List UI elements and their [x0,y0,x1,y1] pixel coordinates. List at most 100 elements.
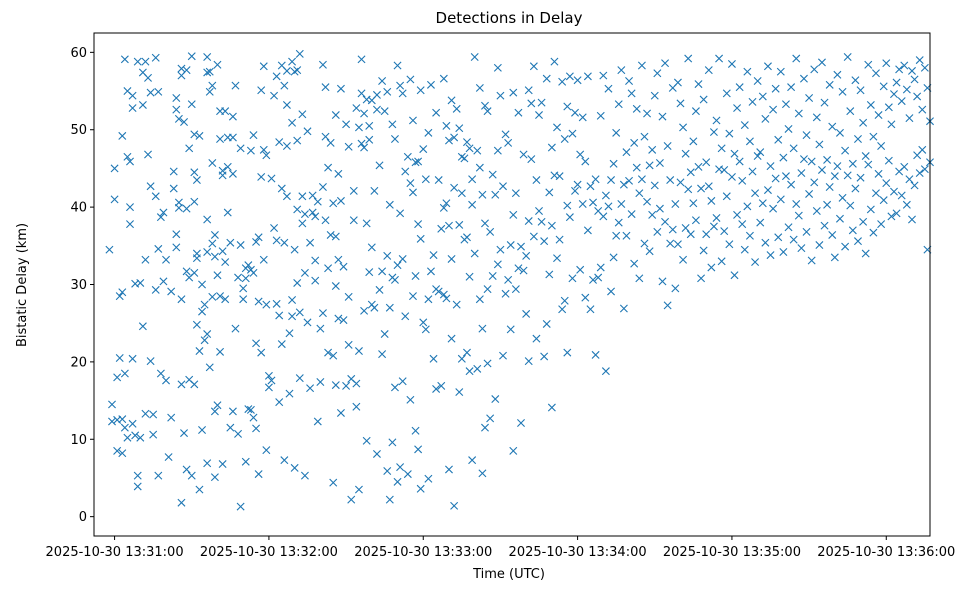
data-point [228,169,237,178]
data-point [725,240,734,249]
data-point [203,53,212,61]
data-point [658,112,667,121]
data-point [774,135,783,144]
data-point [146,357,155,366]
data-point [411,271,420,280]
data-point [393,261,402,270]
data-point [342,120,351,129]
data-point [198,307,207,316]
data-point [918,105,927,114]
data-point [738,220,747,229]
data-point [527,99,536,108]
data-point [398,377,407,386]
data-point [707,196,716,205]
data-point [118,131,127,140]
data-point [406,179,415,188]
data-point [182,204,191,213]
data-point [128,104,137,113]
data-point [365,135,374,144]
data-point [439,203,448,212]
data-point [272,72,281,81]
data-point [393,477,402,486]
data-point [277,184,286,193]
data-point [187,52,196,61]
data-point [643,109,652,118]
data-point [205,87,214,96]
data-point [236,144,245,153]
x-tick-label: 2025-10-30 13:33:00 [354,545,492,560]
data-point [462,233,471,242]
data-point [529,62,538,71]
data-point [815,140,824,149]
data-point [848,226,857,235]
data-point [303,127,312,136]
data-point [673,240,682,249]
data-point [282,141,291,150]
data-point [236,241,245,250]
data-point [805,189,814,198]
data-point [524,86,533,95]
data-point [434,176,443,185]
data-point [563,348,572,357]
data-point [851,184,860,193]
data-point [408,116,417,125]
data-point [208,81,217,90]
data-point [823,155,832,164]
data-point [905,114,914,123]
data-point [398,254,407,263]
data-point [316,324,325,333]
data-point [210,230,219,239]
data-point [367,243,376,252]
data-point [846,107,855,116]
data-point [684,54,693,63]
data-point [612,128,621,137]
data-point [372,449,381,458]
data-point [481,219,489,228]
data-point [511,285,520,294]
data-point [295,49,304,58]
x-tick-label: 2025-10-30 13:36:00 [817,545,955,560]
data-point [257,348,266,357]
data-point [416,86,425,95]
data-point [218,460,227,469]
data-point [491,190,500,199]
data-point [499,351,507,360]
data-point [154,244,163,253]
data-point [180,429,189,438]
data-point [743,202,752,211]
data-point [177,295,186,304]
data-point [118,288,127,297]
data-point [895,65,904,74]
data-point [187,100,196,109]
data-point [802,131,811,140]
data-point [316,378,325,386]
data-point [473,364,482,373]
data-point [295,308,304,317]
data-point [444,465,453,474]
data-point [352,104,361,113]
data-point [151,53,160,62]
data-point [555,235,564,244]
data-point [190,380,199,389]
data-point [450,501,459,510]
data-point [658,277,667,286]
data-point [468,200,477,209]
data-point [812,113,821,122]
data-point [388,120,397,129]
data-point [784,223,793,232]
data-point [293,278,302,287]
data-point [676,178,685,187]
data-point [581,293,590,302]
data-point [375,285,384,294]
data-point [792,200,801,209]
data-point [228,112,237,121]
data-point [192,254,201,263]
data-point [275,138,284,147]
data-point [380,330,389,339]
data-point [414,220,423,229]
data-point [259,62,268,71]
data-point [740,121,749,130]
y-tick-label: 50 [70,123,87,138]
data-point [329,351,338,360]
data-point [416,484,425,493]
